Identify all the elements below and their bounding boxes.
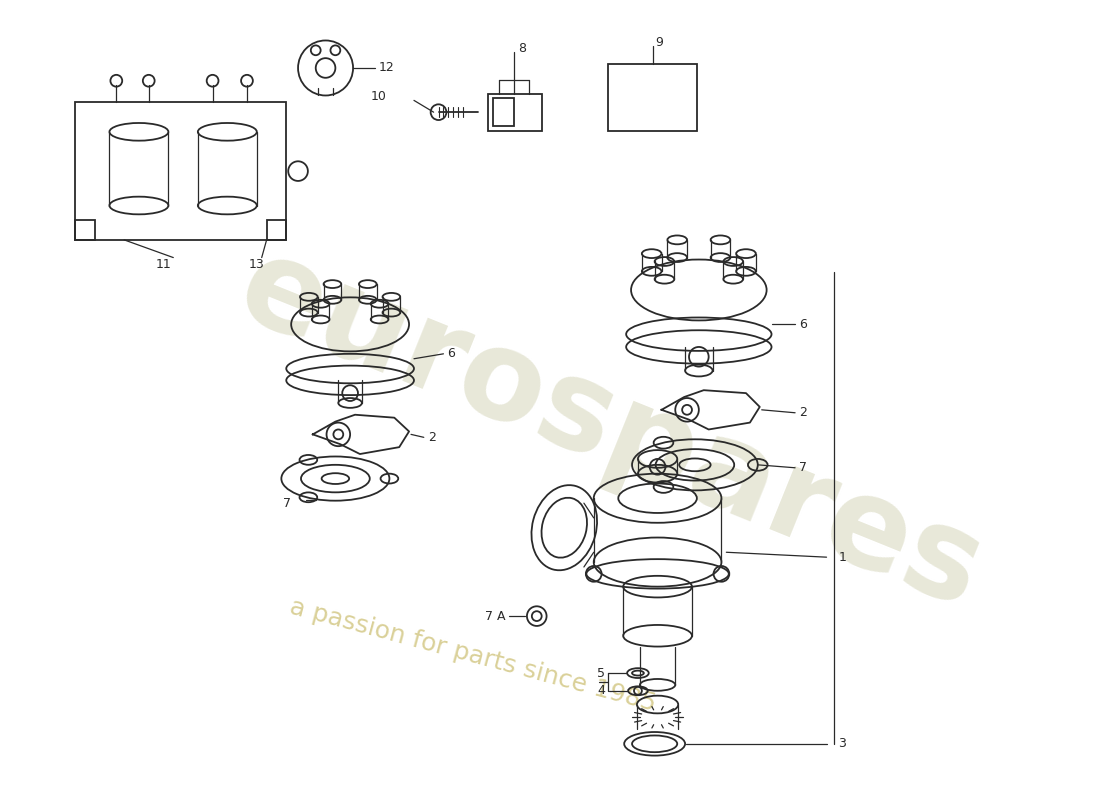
Text: 7 A: 7 A (485, 610, 505, 622)
Text: 7: 7 (283, 497, 292, 510)
Text: 4: 4 (597, 684, 605, 698)
Text: eurospares: eurospares (221, 226, 1000, 634)
Text: a passion for parts since 1985: a passion for parts since 1985 (287, 595, 659, 716)
Text: 12: 12 (378, 62, 395, 74)
Text: 6: 6 (448, 347, 455, 360)
Text: 2: 2 (428, 431, 436, 444)
Bar (75, 220, 95, 240)
Bar (608, 64, 697, 131)
Bar (493, 98, 514, 126)
Bar (75, 102, 286, 240)
Text: 5: 5 (596, 666, 605, 679)
Text: 6: 6 (799, 318, 807, 331)
Text: 3: 3 (838, 738, 846, 750)
Text: 8: 8 (518, 42, 526, 55)
Text: 13: 13 (249, 258, 265, 271)
Bar (266, 220, 286, 240)
Text: 7: 7 (799, 462, 807, 474)
Text: 10: 10 (371, 90, 386, 103)
Text: 9: 9 (656, 36, 663, 49)
Text: 2: 2 (799, 406, 807, 419)
Text: 1: 1 (838, 550, 846, 564)
Bar (487, 94, 541, 131)
Text: 11: 11 (155, 258, 172, 271)
